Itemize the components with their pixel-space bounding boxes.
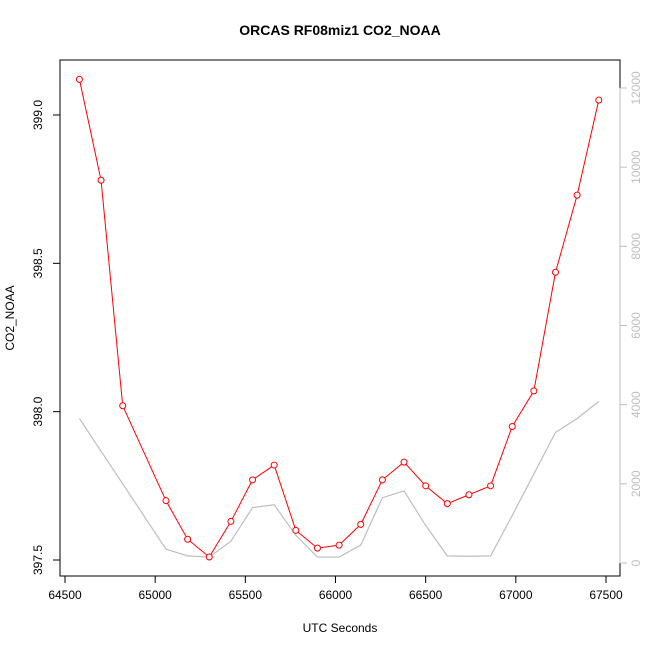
- data-point: [422, 482, 430, 490]
- x-tick-label: 65500: [229, 588, 263, 602]
- x-tick-label: 66500: [409, 588, 443, 602]
- data-point: [227, 517, 235, 525]
- x-tick-label: 67000: [499, 588, 533, 602]
- data-point: [530, 387, 538, 395]
- y-tick-label: 399.0: [31, 100, 45, 130]
- x-axis: 64500 65000 65500 66000 66500 67000 67500: [48, 575, 623, 602]
- data-point: [313, 544, 321, 552]
- data-point: [487, 482, 495, 490]
- x-tick-label: 64500: [48, 588, 82, 602]
- chart-title: ORCAS RF08miz1 CO2_NOAA: [239, 22, 441, 38]
- data-point: [552, 268, 560, 276]
- data-point: [162, 497, 170, 505]
- series-secondary: [78, 401, 600, 558]
- y2-axis: 0 2000 4000 6000 8000 10000 12000: [619, 71, 643, 566]
- x-tick-label: 67500: [589, 588, 623, 602]
- data-point: [335, 541, 343, 549]
- data-point: [119, 402, 127, 410]
- y2-tick-label: 0: [629, 559, 643, 566]
- data-point: [270, 461, 278, 469]
- data-point: [573, 191, 581, 199]
- y2-tick-label: 10000: [629, 150, 643, 184]
- data-point: [205, 553, 213, 561]
- y2-tick-label: 8000: [629, 233, 643, 260]
- data-point: [465, 491, 473, 499]
- data-point: [249, 476, 257, 484]
- x-tick-label: 65000: [138, 588, 172, 602]
- data-point: [400, 458, 408, 466]
- data-point: [292, 526, 300, 534]
- x-tick-label: 66000: [319, 588, 353, 602]
- y-tick-label: 398.0: [31, 396, 45, 426]
- x-axis-label: UTC Seconds: [303, 621, 378, 635]
- plot-area-box: [59, 59, 621, 577]
- data-point: [508, 423, 516, 430]
- y2-tick-label: 12000: [629, 71, 643, 105]
- y2-tick-label: 2000: [629, 470, 643, 497]
- y2-tick-label: 6000: [629, 312, 643, 339]
- data-point: [378, 476, 386, 484]
- data-point: [75, 75, 83, 83]
- data-point: [184, 535, 192, 543]
- data-point: [595, 96, 603, 104]
- y-axis-label: CO2_NOAA: [3, 285, 17, 350]
- data-point: [97, 176, 105, 184]
- y2-tick-label: 4000: [629, 391, 643, 418]
- secondary-series-line: [78, 401, 600, 558]
- primary-series-line: [78, 79, 600, 558]
- y-tick-label: 398.5: [31, 248, 45, 278]
- data-point: [443, 500, 451, 508]
- data-point: [357, 520, 365, 528]
- y-axis: 397.5 398.0 398.5 399.0: [31, 100, 61, 575]
- y-tick-label: 397.5: [31, 545, 45, 575]
- series-primary: [75, 75, 603, 561]
